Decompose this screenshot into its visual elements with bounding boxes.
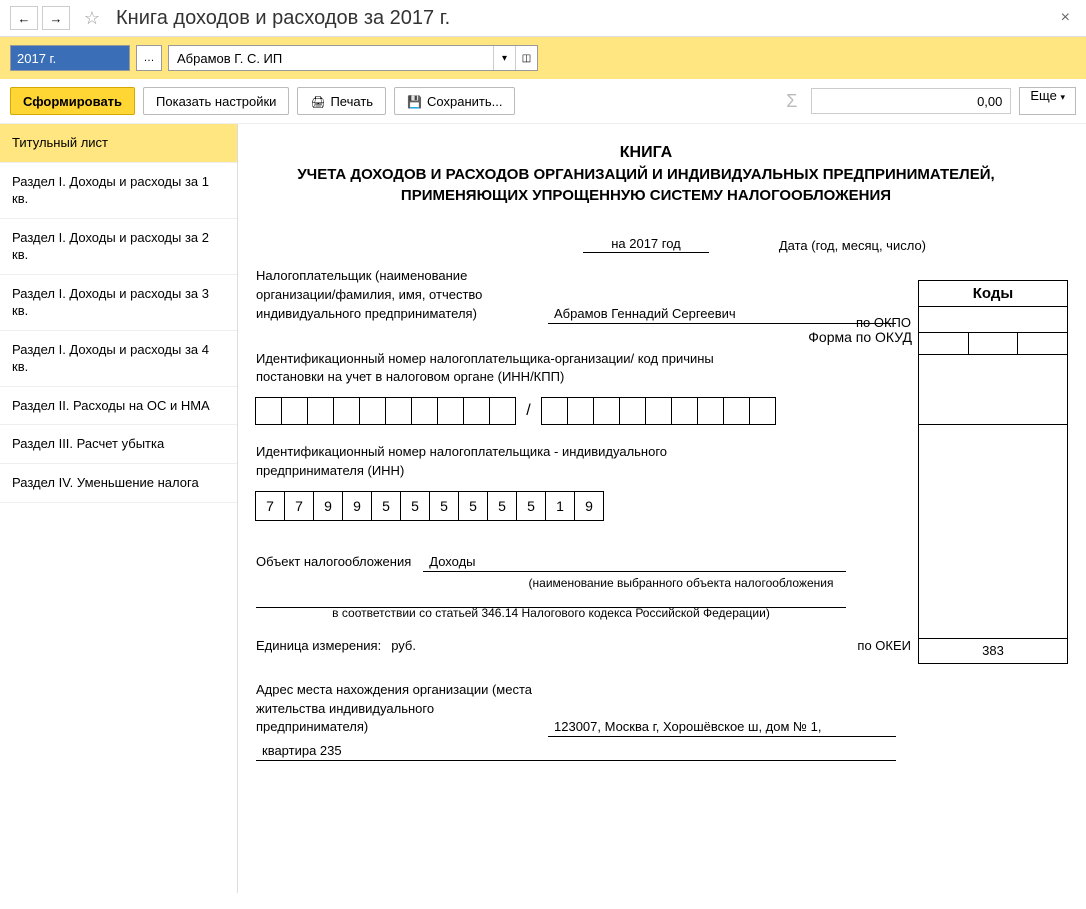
org-select[interactable]: Абрамов Г. С. ИП ▾ ◫ [168, 45, 538, 71]
generate-button[interactable]: Сформировать [10, 87, 135, 115]
year-text: на 2017 год [583, 236, 709, 253]
more-button[interactable]: Еще ▾ [1019, 87, 1076, 115]
doc-heading: КНИГА [256, 144, 1036, 162]
org-select-value: Абрамов Г. С. ИП [169, 51, 493, 66]
save-button[interactable]: Сохранить... [394, 87, 515, 115]
sidebar-item[interactable]: Раздел I. Доходы и расходы за 1 кв. [0, 163, 237, 219]
org-open-button[interactable]: ◫ [515, 46, 537, 70]
sigma-icon: Σ [780, 91, 803, 112]
year-picker-button[interactable]: … [136, 45, 162, 71]
codes-table: Коды [918, 280, 1068, 651]
tax-object: Доходы [423, 554, 846, 572]
sidebar-item[interactable]: Раздел IV. Уменьшение налога [0, 464, 237, 503]
address-line1: 123007, Москва г, Хорошёвское ш, дом № 1… [548, 719, 896, 737]
sidebar-item[interactable]: Титульный лист [0, 124, 237, 163]
year-input[interactable] [10, 45, 130, 71]
sum-field[interactable] [811, 88, 1011, 114]
print-icon [310, 94, 324, 108]
doc-subheading: УЧЕТА ДОХОДОВ И РАСХОДОВ ОРГАНИЗАЦИЙ И И… [256, 164, 1036, 206]
okei-value: 383 [918, 638, 1068, 664]
nav-back-button[interactable]: ← [10, 6, 38, 30]
filterbar: … Абрамов Г. С. ИП ▾ ◫ [0, 37, 1086, 79]
tax-object-label: Объект налогообложения [256, 553, 411, 572]
document-area[interactable]: КНИГА УЧЕТА ДОХОДОВ И РАСХОДОВ ОРГАНИЗАЦ… [238, 124, 1086, 893]
print-button[interactable]: Печать [297, 87, 386, 115]
sidebar-item[interactable]: Раздел I. Доходы и расходы за 4 кв. [0, 331, 237, 387]
sidebar: Титульный листРаздел I. Доходы и расходы… [0, 124, 238, 893]
show-settings-button[interactable]: Показать настройки [143, 87, 289, 115]
tax-object-hint: (наименование выбранного объекта налогоо… [256, 576, 846, 590]
titlebar: ← → ☆ Книга доходов и расходов за 2017 г… [0, 0, 1086, 37]
toolbar: Сформировать Показать настройки Печать С… [0, 79, 1086, 124]
law-ref: в соответствии со статьей 346.14 Налогов… [256, 606, 846, 620]
org-dropdown-button[interactable]: ▾ [493, 46, 515, 70]
address-label: Адрес места нахождения организации (мест… [256, 681, 534, 738]
close-button[interactable]: × [1055, 9, 1076, 27]
date-label: Дата (год, месяц, число) [779, 238, 926, 253]
taxpayer-name: Абрамов Геннадий Сергеевич [548, 306, 896, 324]
save-icon [407, 94, 421, 108]
inn-kpp-label: Идентификационный номер налогоплательщик… [256, 350, 776, 388]
taxpayer-label: Налогоплательщик (наименование организац… [256, 267, 534, 324]
unit-label: Единица измерения: [256, 638, 381, 653]
sidebar-item[interactable]: Раздел III. Расчет убытка [0, 425, 237, 464]
sidebar-item[interactable]: Раздел II. Расходы на ОС и НМА [0, 387, 237, 426]
address-line2: квартира 235 [256, 743, 896, 761]
okpo-label: по ОКПО [856, 315, 911, 330]
nav-forward-button[interactable]: → [42, 6, 70, 30]
sidebar-item[interactable]: Раздел I. Доходы и расходы за 2 кв. [0, 219, 237, 275]
inn-label: Идентификационный номер налогоплательщик… [256, 443, 776, 481]
okei-label: по ОКЕИ [857, 638, 911, 653]
window-title: Книга доходов и расходов за 2017 г. [116, 7, 450, 30]
favorite-star-icon[interactable]: ☆ [80, 6, 104, 30]
unit-value: руб. [391, 638, 416, 653]
sidebar-item[interactable]: Раздел I. Доходы и расходы за 3 кв. [0, 275, 237, 331]
